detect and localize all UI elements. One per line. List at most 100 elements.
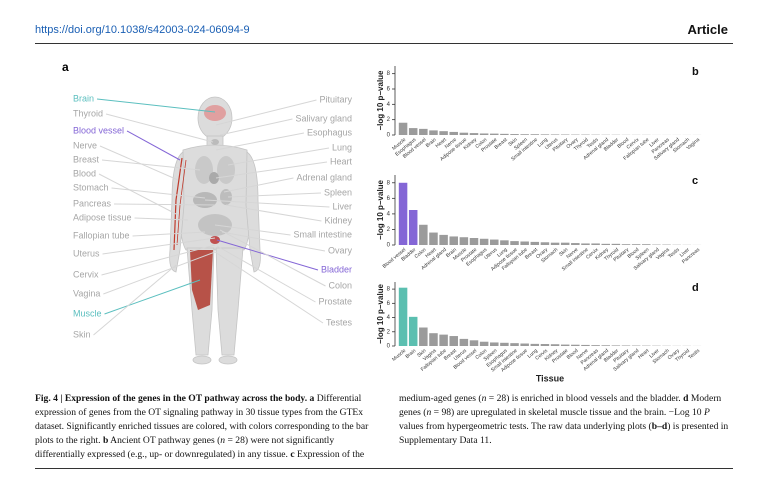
doi-link[interactable]: https://doi.org/10.1038/s42003-024-06094…: [35, 24, 250, 36]
panel-label: a: [62, 60, 69, 74]
y-axis-label: −log 10 p−value: [376, 283, 385, 344]
x-tick-label: Lung: [537, 137, 550, 149]
bar: [571, 243, 580, 245]
bar: [439, 334, 448, 346]
bar: [469, 340, 479, 346]
caption-text: values from hypergeometric tests. The ra…: [399, 421, 652, 432]
y-tick-label: 4: [387, 211, 391, 217]
figure-caption: Fig. 4 | Expression of the genes in the …: [35, 392, 735, 464]
bar: [439, 234, 448, 245]
leader-line: [102, 237, 216, 255]
y-tick-label: 8: [387, 71, 391, 77]
leader-line: [221, 231, 326, 252]
organ-label: Uterus: [73, 248, 100, 258]
bar: [419, 128, 428, 135]
bar: [398, 287, 408, 346]
x-tick-label: Liver: [679, 247, 691, 259]
bar: [408, 128, 418, 135]
y-tick-label: 6: [387, 301, 391, 307]
organ-label: Skin: [73, 329, 91, 339]
organ-label: Testes: [326, 317, 353, 327]
organ-label: Fallopian tube: [73, 230, 130, 240]
leader-line: [223, 177, 294, 193]
y-axis-label: −log 10 p−value: [376, 179, 385, 240]
x-tick-label: Lung: [496, 247, 509, 259]
bar: [520, 241, 529, 245]
organ-label: Prostate: [318, 296, 352, 306]
organ-label: Heart: [330, 156, 353, 166]
panel-label: c: [692, 175, 698, 187]
organ-label: Muscle: [73, 308, 102, 318]
panel-label: d: [692, 282, 699, 294]
bar: [611, 345, 621, 346]
y-tick-label: 0: [387, 133, 391, 139]
bar: [540, 134, 550, 135]
bar: [439, 131, 448, 135]
caption-text: n: [220, 435, 226, 446]
bar: [479, 238, 489, 245]
bar: [550, 242, 560, 245]
organ-label: Pituitary: [319, 94, 352, 104]
leader-line: [219, 118, 293, 136]
organ-label: Adipose tissue: [73, 212, 132, 222]
x-tick-label: Liver: [648, 137, 660, 149]
caption-text: d: [683, 393, 689, 404]
leader-line: [225, 204, 322, 222]
bar: [469, 133, 479, 135]
y-tick-label: 6: [387, 87, 391, 93]
bar: [581, 344, 590, 346]
leader-line: [111, 187, 206, 199]
bar: [550, 134, 560, 135]
bar: [459, 338, 469, 346]
caption-text: Differential expression of genes from th…: [35, 393, 369, 446]
caption-text: b: [102, 435, 109, 446]
leader-line: [99, 145, 179, 181]
bar: [459, 132, 469, 135]
caption-text: = 28) were not significantly differentia…: [35, 435, 335, 460]
leader-line: [215, 99, 317, 126]
organ-label: Liver: [332, 201, 352, 211]
x-tick-label: Lung: [527, 348, 540, 360]
caption-text: Ancient OT pathway genes (: [108, 435, 221, 446]
bar: [510, 241, 519, 245]
bar: [490, 342, 499, 346]
y-tick-label: 0: [387, 344, 391, 350]
leader-line: [105, 113, 214, 143]
caption-text: b–d: [651, 421, 668, 432]
bar: [429, 333, 438, 346]
panel-label: b: [692, 66, 699, 78]
figure: a Brain Thyroid Blood vessel Nerve Breast Blo…: [62, 60, 701, 383]
caption-text: ) is presented in Supplementary Data 11.: [399, 421, 729, 446]
x-axis-label: Tissue: [536, 373, 564, 383]
organ-label: Esophagus: [307, 127, 353, 137]
bar: [530, 343, 540, 346]
organ-label: Bladder: [321, 264, 352, 274]
leader-line: [215, 132, 305, 151]
bar: [429, 232, 438, 245]
y-axis-label: −log 10 p−value: [376, 70, 385, 131]
y-tick-label: 2: [387, 227, 391, 233]
leader-line: [214, 251, 324, 324]
leader-line: [204, 199, 330, 208]
bar: [631, 244, 641, 245]
bar: [540, 242, 550, 245]
leader-line: [216, 245, 316, 303]
bar: [510, 134, 519, 135]
bar: [601, 243, 610, 245]
caption-text: c: [290, 449, 295, 460]
organ-label: Kidney: [324, 215, 352, 225]
leader-line: [96, 98, 216, 113]
caption-text: n: [481, 393, 487, 404]
organ-label: Blood vessel: [73, 125, 124, 135]
caption-text: = 98) are upregulated in skeletal muscle…: [431, 407, 704, 418]
bar: [429, 130, 438, 135]
x-tick-label: Skin: [416, 348, 427, 359]
bar: [642, 244, 651, 245]
bar: [449, 336, 458, 346]
bar: [540, 344, 550, 346]
organ-label: Vagina: [73, 288, 100, 298]
leader-line: [114, 203, 216, 206]
bar: [591, 345, 600, 346]
leader-line: [101, 159, 201, 171]
x-tick-label: Skin: [507, 137, 518, 148]
